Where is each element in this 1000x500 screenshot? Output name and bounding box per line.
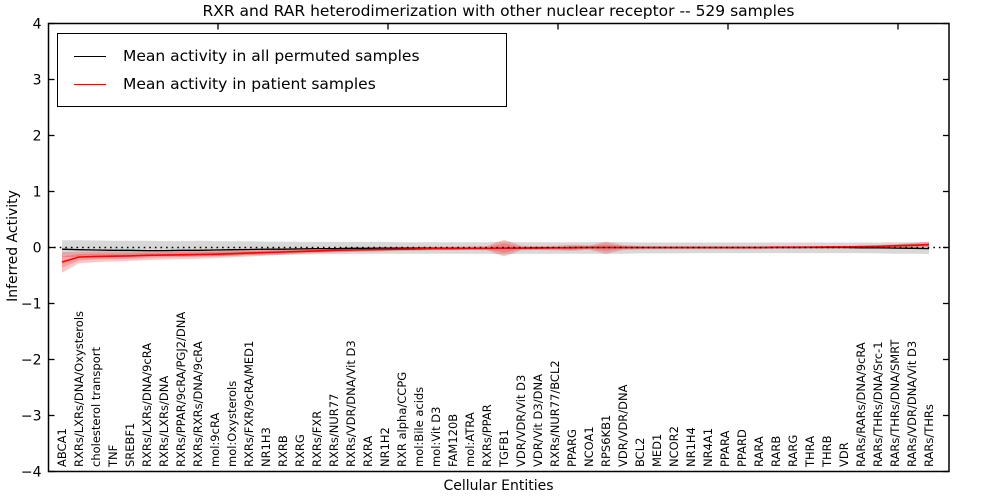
x-tick-label: PPARG: [565, 429, 579, 467]
x-tick-label: mol:Bile acids: [412, 387, 426, 467]
x-tick-label: ABCA1: [55, 428, 69, 467]
y-tick-label: 3: [33, 73, 42, 89]
legend-line-black-icon: [74, 55, 106, 57]
y-tick-label: −2: [21, 353, 42, 369]
x-tick-label: NR1H2: [378, 427, 392, 467]
x-tick-label: RARs/THRs: [922, 404, 936, 467]
x-tick-label: mol:ATRA: [463, 412, 477, 467]
x-tick-label: mol:Oxysterols: [225, 381, 239, 467]
x-tick-label: TGFB1: [497, 429, 511, 468]
x-tick-label: VDR/Vit D3/DNA: [531, 374, 545, 467]
chart-title: RXR and RAR heterodimerization with othe…: [202, 2, 795, 20]
x-tick-label: RXRG: [293, 434, 307, 467]
x-tick-label: RXRs/FXR: [310, 411, 324, 467]
y-tick-label: −4: [21, 465, 42, 481]
x-tick-label: RXRs/NUR77: [327, 394, 341, 467]
legend-label-patient: Mean activity in patient samples: [123, 75, 376, 93]
x-tick-label: RARs/VDR/DNA/Vit D3: [905, 341, 919, 467]
x-axis-label: Cellular Entities: [443, 478, 554, 494]
x-tick-label: RXR alpha/CCPG: [395, 372, 409, 467]
x-tick-label: VDR/VDR/Vit D3: [514, 375, 528, 467]
x-tick-label: SREBF1: [123, 423, 137, 467]
x-tick-label: RARs/RARs/DNA/9cRA: [854, 342, 868, 467]
x-tick-label: VDR: [837, 442, 851, 467]
x-tick-label: RXRs/LXRs/DNA/Oxysterols: [72, 311, 86, 467]
x-tick-label: RXRs/PPAR/9cRA/PGJ2/DNA: [174, 312, 188, 467]
x-tick-label: mol:9cRA: [208, 413, 222, 467]
x-tick-label: RARB: [769, 436, 783, 467]
y-tick-label: 4: [33, 17, 42, 33]
legend-item-patient: Mean activity in patient samples: [58, 70, 496, 98]
x-tick-label: RARs/THRs/DNA/SMRT: [888, 339, 902, 467]
x-tick-label: RXRs/NUR77/BCL2: [548, 360, 562, 467]
x-tick-label: RXRs/RXRs/DNA/9cRA: [191, 341, 205, 467]
x-tick-label: FAM120B: [446, 414, 460, 467]
y-axis-label: Inferred Activity: [5, 190, 21, 302]
x-tick-label: NR1H3: [259, 427, 273, 467]
legend: Mean activity in all permuted samples Me…: [57, 33, 507, 107]
x-tick-label: PPARA: [718, 430, 732, 467]
x-tick-label: THRB: [820, 435, 834, 468]
x-tick-label: RARA: [752, 436, 766, 467]
legend-label-permuted: Mean activity in all permuted samples: [123, 47, 420, 65]
x-tick-label: MED1: [650, 434, 664, 467]
y-tick-label: −1: [21, 297, 42, 313]
y-tick-label: −3: [21, 409, 42, 425]
x-tick-label: RXRs/LXRs/DNA: [157, 376, 171, 467]
y-tick-label: 1: [33, 185, 42, 201]
x-tick-label: RXRs/FXR/9cRA/MED1: [242, 341, 256, 467]
x-tick-label: NR4A1: [701, 428, 715, 467]
x-tick-label: NCOR2: [667, 426, 681, 467]
x-tick-label: NR1H4: [684, 427, 698, 467]
x-tick-label: RARs/THRs/DNA/Src-1: [871, 341, 885, 467]
x-tick-label: RARG: [786, 435, 800, 467]
x-tick-label: mol:Vit D3: [429, 407, 443, 467]
x-tick-label: cholesterol transport: [89, 347, 103, 467]
legend-item-permuted: Mean activity in all permuted samples: [58, 42, 496, 70]
x-tick-label: PPARD: [735, 429, 749, 467]
x-tick-label: RXRA: [361, 436, 375, 467]
x-tick-label: RXRs/LXRs/DNA/9cRA: [140, 343, 154, 467]
x-tick-label: NCOA1: [582, 426, 596, 467]
x-tick-label: RXRs/VDR/DNA/Vit D3: [344, 340, 358, 467]
x-tick-label: THRA: [803, 436, 817, 468]
patient-mean-line: [61, 243, 930, 263]
y-tick-label: 2: [33, 129, 42, 145]
x-tick-label: BCL2: [633, 438, 647, 467]
x-tick-label: VDR/VDR/DNA: [616, 384, 630, 467]
x-tick-label: RPS6KB1: [599, 415, 613, 467]
x-tick-label: RXRs/PPAR: [480, 404, 494, 467]
legend-line-red-icon: [74, 83, 106, 85]
y-tick-label: 0: [33, 241, 42, 257]
x-tick-label: TNF: [106, 445, 120, 468]
x-tick-label: RXRB: [276, 435, 290, 467]
